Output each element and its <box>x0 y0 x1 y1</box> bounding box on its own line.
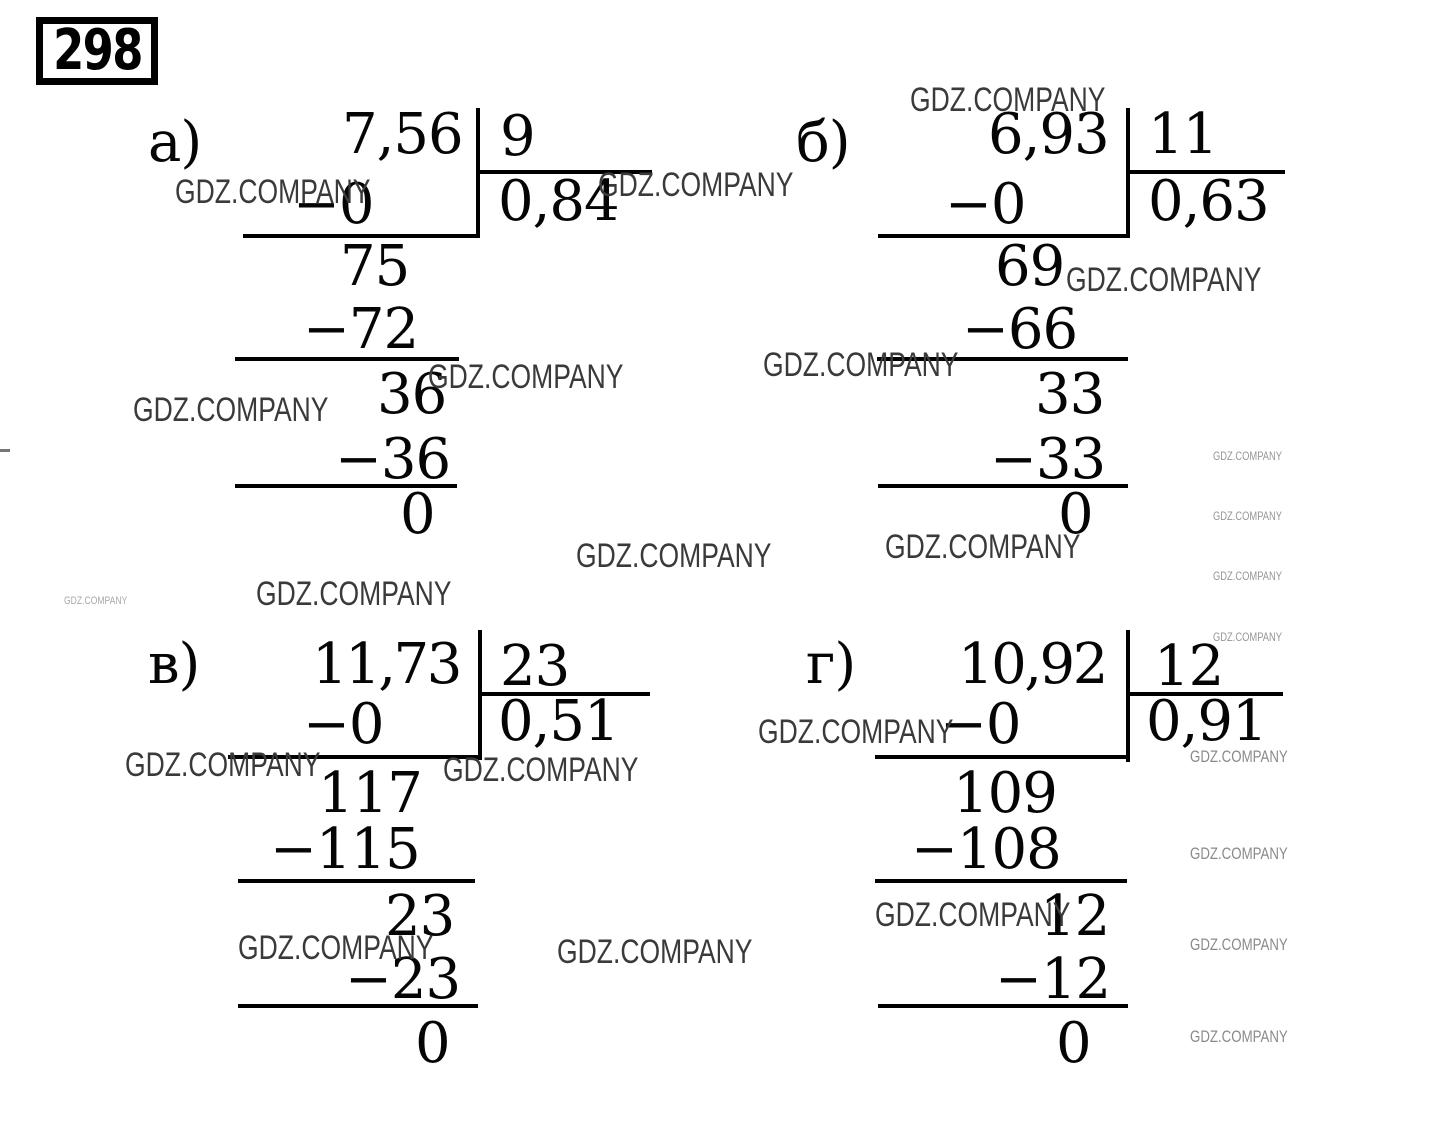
watermark: GDZ.COMPANY <box>557 933 753 971</box>
subtraction-rule-line <box>238 1004 478 1008</box>
subtraction-rule-line <box>228 755 482 759</box>
watermark: GDZ.COMPANY <box>125 746 321 784</box>
section-g-step: −108 <box>911 817 1062 882</box>
section-v-divisor: 23 <box>500 634 570 699</box>
section-b-step: −33 <box>990 427 1106 492</box>
problem-number-box: 298 <box>36 17 158 85</box>
subtraction-rule-line <box>878 484 1128 488</box>
section-b-step: −0 <box>945 172 1027 237</box>
section-b-step: 33 <box>1035 362 1105 427</box>
watermark: GDZ.COMPANY <box>576 537 772 575</box>
section-g-quotient: 0,91 <box>1146 689 1268 754</box>
section-a-label: а) <box>148 110 202 175</box>
section-g-label: г) <box>806 632 856 697</box>
division-bracket-horizontal-line <box>1126 170 1285 174</box>
division-bracket-horizontal-line <box>476 170 652 174</box>
section-g-dividend: 10,92 <box>958 632 1108 697</box>
section-b-dividend: 6,93 <box>988 102 1110 167</box>
section-g-step: −0 <box>940 692 1022 757</box>
watermark: GDZ.COMPANY <box>1066 261 1262 299</box>
division-bracket-horizontal-line <box>1126 692 1283 696</box>
section-g-remainder: 0 <box>1056 1011 1092 1076</box>
section-v-quotient: 0,51 <box>498 689 620 754</box>
division-bracket-horizontal-line <box>478 692 650 696</box>
section-b-quotient: 0,63 <box>1148 169 1270 234</box>
watermark: GDZ.COMPANY <box>1190 935 1288 954</box>
watermark: GDZ.COMPANY <box>64 595 128 607</box>
section-g-step: 109 <box>953 761 1058 826</box>
section-a-quotient: 0,84 <box>498 169 620 234</box>
scan-artifact-dash <box>0 449 10 452</box>
section-v-step: 23 <box>385 884 455 949</box>
watermark: GDZ.COMPANY <box>256 575 452 613</box>
section-b-step: 69 <box>995 234 1065 299</box>
section-v-step: 117 <box>318 761 423 826</box>
watermark: GDZ.COMPANY <box>885 528 1081 566</box>
section-a-dividend: 7,56 <box>342 102 464 167</box>
subtraction-rule-line <box>875 879 1127 883</box>
section-g-step: −12 <box>995 947 1111 1012</box>
section-a-step: −72 <box>303 297 419 362</box>
section-v-step: −115 <box>270 817 421 882</box>
watermark: GDZ.COMPANY <box>1213 569 1282 583</box>
subtraction-rule-line <box>235 484 457 488</box>
watermark: GDZ.COMPANY <box>1213 509 1282 523</box>
subtraction-rule-line <box>878 1004 1128 1008</box>
problem-number: 298 <box>52 18 143 83</box>
watermark: GDZ.COMPANY <box>1190 844 1288 863</box>
division-bracket-vertical-line <box>1126 630 1130 762</box>
subtraction-rule-line <box>875 755 1130 759</box>
watermark: GDZ.COMPANY <box>1213 630 1282 644</box>
subtraction-rule-line <box>243 234 480 238</box>
subtraction-rule-line <box>877 357 1128 361</box>
section-a-step: −36 <box>335 427 451 492</box>
section-b-step: −66 <box>962 297 1078 362</box>
section-a-divisor: 9 <box>500 104 536 169</box>
watermark: GDZ.COMPANY <box>758 713 954 751</box>
section-a-step: 36 <box>377 362 447 427</box>
subtraction-rule-line <box>878 234 1130 238</box>
subtraction-rule-line <box>238 879 475 883</box>
watermark: GDZ.COMPANY <box>428 358 624 396</box>
subtraction-rule-line <box>235 357 459 361</box>
section-a-remainder: 0 <box>400 482 436 547</box>
section-a-step: 75 <box>340 234 410 299</box>
section-v-remainder: 0 <box>415 1011 451 1076</box>
section-v-dividend: 11,73 <box>312 632 462 697</box>
section-b-label: б) <box>796 110 851 175</box>
watermark: GDZ.COMPANY <box>133 391 329 429</box>
section-b-divisor: 11 <box>1148 102 1218 167</box>
section-v-label: в) <box>148 632 200 697</box>
section-b-remainder: 0 <box>1058 482 1094 547</box>
watermark: GDZ.COMPANY <box>1190 1027 1288 1046</box>
section-v-step: −23 <box>345 947 461 1012</box>
section-v-step: −0 <box>303 692 385 757</box>
section-g-step: 12 <box>1040 884 1110 949</box>
section-g-divisor: 12 <box>1154 634 1224 699</box>
section-a-step: −0 <box>293 172 375 237</box>
watermark: GDZ.COMPANY <box>1213 449 1282 463</box>
watermark: GDZ.COMPANY <box>763 346 959 384</box>
